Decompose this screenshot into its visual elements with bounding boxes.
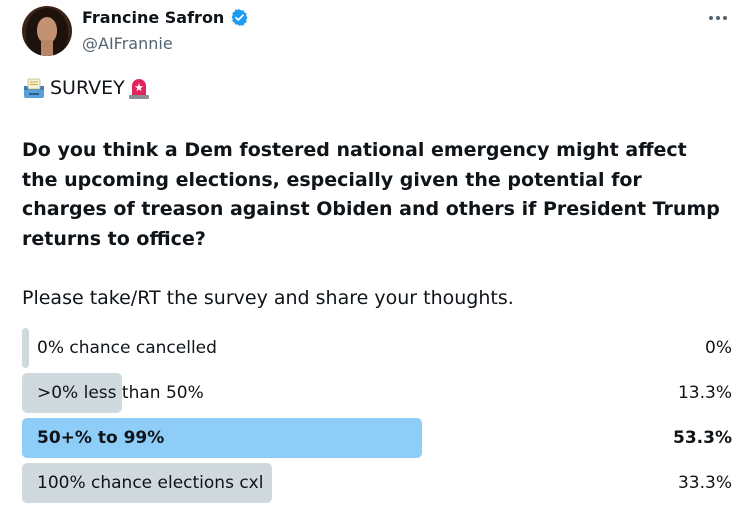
- poll-option-label: >0% less than 50%: [37, 383, 204, 403]
- poll-option-percent: 33.3%: [677, 473, 732, 493]
- poll-bar: [22, 328, 29, 368]
- poll-option-percent: 0%: [705, 338, 732, 358]
- post-question-text: Do you think a Dem fostered national eme…: [22, 139, 720, 250]
- poll-option-label: 50+% to 99%: [37, 428, 165, 448]
- survey-word: SURVEY: [50, 77, 125, 99]
- more-dots-icon[interactable]: [706, 10, 730, 26]
- poll-option[interactable]: >0% less than 50% 13.3%: [22, 373, 732, 413]
- poll-option-label: 100% chance elections cxl: [37, 473, 264, 493]
- post-prompt-text: Please take/RT the survey and share your…: [22, 287, 514, 309]
- poll-option-winner[interactable]: 50+% to 99% 53.3%: [22, 418, 732, 458]
- poll-option-percent: 53.3%: [673, 428, 732, 448]
- poll: 0% chance cancelled 0% >0% less than 50%…: [22, 328, 732, 508]
- ballot-box-icon: [24, 78, 44, 98]
- dot: [716, 16, 720, 20]
- author-handle[interactable]: @AIFrannie: [82, 34, 173, 53]
- poll-option-percent: 13.3%: [677, 383, 732, 403]
- poll-option[interactable]: 0% chance cancelled 0%: [22, 328, 732, 368]
- avatar-neck: [41, 40, 53, 56]
- dot: [709, 16, 713, 20]
- poll-bar: [22, 463, 272, 503]
- survey-heading: SURVEY: [22, 76, 155, 100]
- author-display-name[interactable]: Francine Safron: [82, 8, 225, 27]
- author-name-row: Francine Safron: [82, 8, 249, 27]
- avatar-face: [37, 17, 57, 43]
- poll-option[interactable]: 100% chance elections cxl 33.3%: [22, 463, 732, 503]
- dot: [723, 16, 727, 20]
- poll-bar: [22, 373, 122, 413]
- rotating-light-icon: [128, 79, 149, 99]
- avatar[interactable]: [22, 6, 72, 56]
- poll-bar: [22, 418, 422, 458]
- poll-option-label: 0% chance cancelled: [37, 338, 217, 358]
- verified-badge-icon: [231, 9, 248, 26]
